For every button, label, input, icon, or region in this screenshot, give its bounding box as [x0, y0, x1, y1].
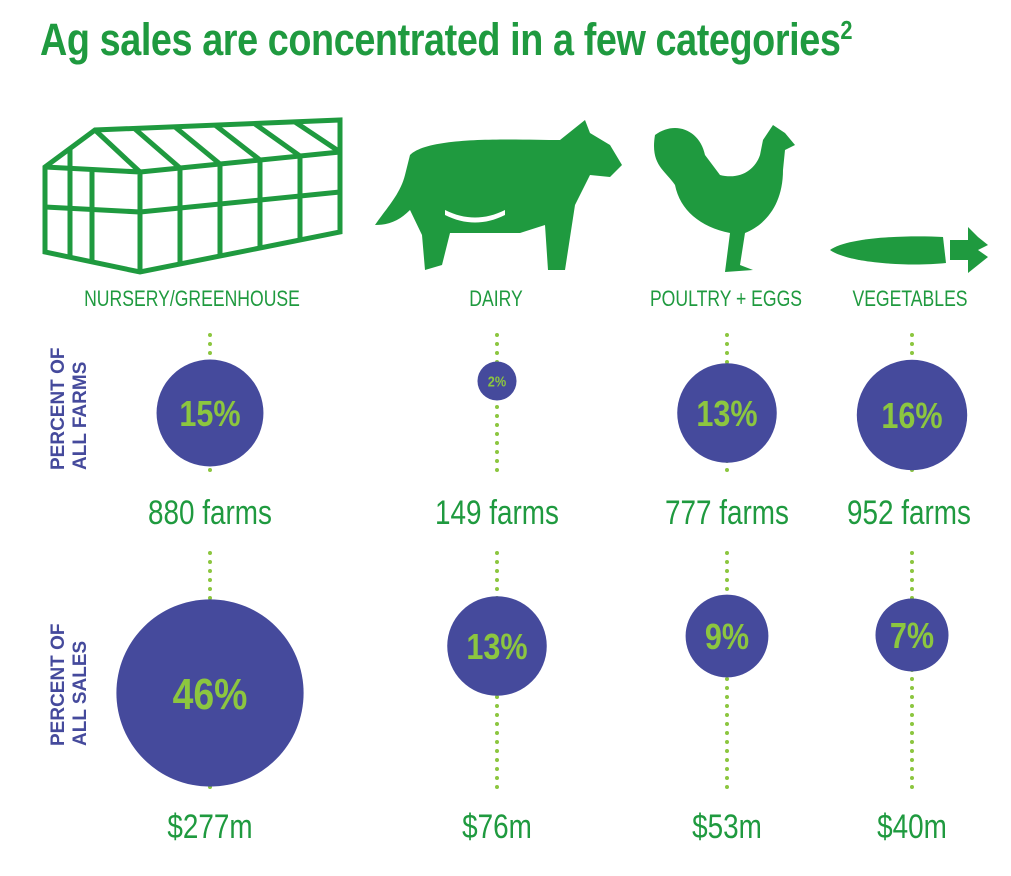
bubble	[685, 594, 769, 678]
greenhouse-icon	[42, 117, 343, 275]
sales-amount: $53m	[692, 808, 762, 846]
cow-icon	[375, 120, 622, 270]
bubble	[856, 359, 968, 471]
carrot-icon	[830, 227, 988, 273]
bubble-label: 2%	[488, 372, 506, 389]
chicken-icon	[654, 125, 795, 272]
bubble-label: 46%	[173, 669, 248, 719]
bubble-label: 7%	[890, 617, 934, 657]
page-title: Ag sales are concentrated in a few categ…	[40, 14, 853, 66]
bubble-label: 13%	[466, 628, 527, 668]
bubble	[447, 596, 547, 696]
sales-amount: $40m	[877, 808, 947, 846]
title-footnote: 2	[840, 15, 853, 45]
bubble	[677, 363, 777, 463]
bubble	[477, 361, 517, 401]
bubble	[875, 598, 949, 672]
category-label: VEGETABLES	[852, 286, 968, 311]
farm-count: 880 farms	[148, 494, 272, 532]
sales-amount: $277m	[167, 808, 253, 846]
farm-count: 149 farms	[435, 494, 559, 532]
bubble	[116, 599, 304, 787]
bubble-label: 13%	[696, 395, 757, 435]
farm-count: 952 farms	[847, 494, 971, 532]
bubble	[156, 359, 264, 467]
sales-amount: $76m	[462, 808, 532, 846]
bubble-label: 9%	[705, 618, 749, 658]
bubble-label: 15%	[179, 395, 240, 435]
farm-count: 777 farms	[665, 494, 789, 532]
category-label: POULTRY + EGGS	[649, 286, 803, 311]
category-label: NURSERY/GREENHOUSE	[84, 286, 300, 311]
title-text: Ag sales are concentrated in a few categ…	[40, 14, 841, 65]
bubble-label: 16%	[881, 397, 942, 437]
category-label: DAIRY	[469, 286, 523, 311]
